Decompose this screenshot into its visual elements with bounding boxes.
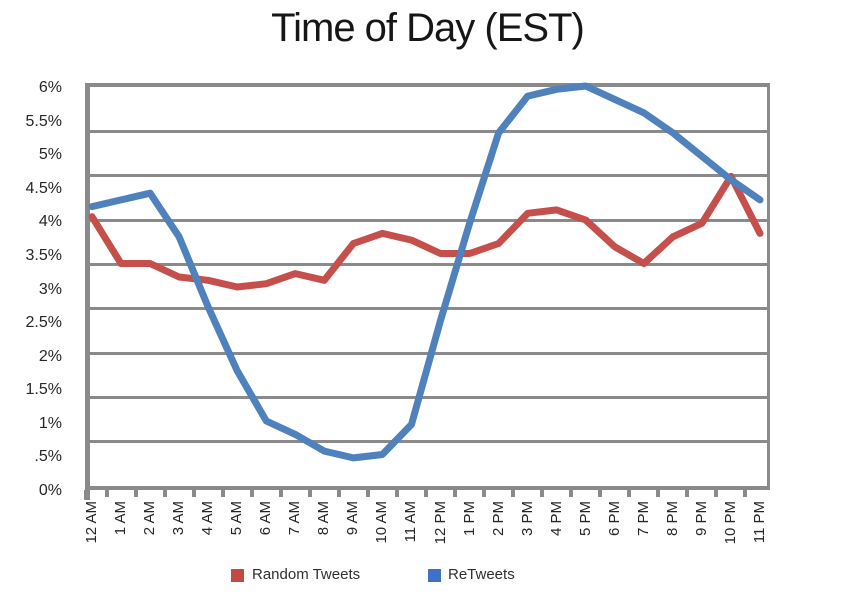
- gridline: [90, 307, 767, 311]
- y-axis-label: 6%: [38, 79, 62, 96]
- legend-label-random-tweets: Random Tweets: [252, 566, 361, 583]
- y-axis-label: .5%: [34, 448, 62, 466]
- x-axis-label: 5 AM: [228, 501, 246, 536]
- gridline: [90, 129, 767, 133]
- y-axis-label: 4.5%: [25, 179, 62, 197]
- x-axis-tick: [104, 490, 109, 497]
- series-line-retweets: [92, 86, 760, 458]
- x-axis-label: 1 AM: [112, 501, 130, 536]
- x-axis-tick: [569, 490, 574, 497]
- x-axis-label: 9 AM: [344, 501, 362, 536]
- x-axis-tick: [394, 490, 399, 497]
- x-axis-tick: [424, 490, 428, 497]
- y-axis-label: 2%: [38, 347, 62, 365]
- x-axis-tick: [307, 490, 312, 497]
- x-axis-label: 1 PM: [460, 501, 478, 537]
- legend-swatch-retweets: [428, 569, 441, 582]
- x-axis-tick: [627, 490, 632, 497]
- x-axis-tick: [336, 490, 341, 497]
- x-axis-label: 8 AM: [315, 501, 333, 536]
- series-line-random-tweets: [92, 176, 760, 287]
- x-axis-label: 6 PM: [605, 501, 623, 537]
- plot-area: [85, 83, 770, 490]
- x-axis-tick: [685, 490, 690, 497]
- y-axis-label: 0%: [38, 482, 62, 499]
- x-axis-tick: [656, 490, 661, 497]
- x-axis-tick: [249, 490, 254, 497]
- x-axis-label: 2 AM: [141, 501, 159, 536]
- x-axis-label: 3 PM: [518, 501, 536, 537]
- x-axis-label: 7 AM: [286, 501, 304, 536]
- y-axis-label: 3%: [38, 280, 62, 298]
- y-axis-label: 3.5%: [25, 246, 62, 264]
- x-axis-tick: [714, 490, 719, 497]
- x-axis-label: 11 AM: [402, 501, 420, 543]
- x-axis-label: 5 PM: [576, 501, 594, 537]
- x-axis-tick: [162, 490, 167, 497]
- y-axis-label: 1.5%: [25, 381, 62, 399]
- x-axis-tick: [220, 490, 225, 497]
- gridline: [90, 262, 767, 266]
- x-axis-tick: [743, 490, 748, 497]
- x-axis-label: 12 AM: [83, 501, 100, 544]
- x-axis-tick: [511, 490, 516, 497]
- x-axis-tick: [365, 490, 370, 497]
- x-axis-tick: [191, 490, 196, 497]
- gridline: [90, 395, 767, 399]
- x-axis-tick: [598, 490, 603, 497]
- gridline: [90, 440, 767, 444]
- x-axis-tick: [133, 490, 138, 497]
- x-axis-label: 6 AM: [257, 501, 275, 536]
- gridline: [90, 218, 767, 222]
- gridline: [90, 174, 767, 178]
- x-axis-tick: [482, 490, 487, 497]
- x-axis-label: 4 AM: [199, 501, 217, 536]
- y-axis-label: 5%: [38, 146, 62, 164]
- x-axis-label: 10 AM: [373, 501, 391, 544]
- legend-label-retweets: ReTweets: [448, 566, 515, 583]
- legend-swatch-random-tweets: [231, 569, 244, 582]
- x-axis-label: 4 PM: [547, 501, 565, 537]
- x-axis-label: 11 PM: [751, 501, 768, 544]
- x-axis-label: 8 PM: [663, 501, 681, 537]
- x-axis-tick: [540, 490, 545, 497]
- chart-title: Time of Day (EST): [271, 6, 585, 50]
- x-axis-tick: [278, 490, 283, 497]
- x-axis-label: 2 PM: [489, 501, 507, 537]
- x-axis-tick: [453, 490, 458, 497]
- x-axis-label: 7 PM: [634, 501, 652, 537]
- x-axis-label: 9 PM: [692, 501, 710, 537]
- y-axis-label: 5.5%: [25, 112, 62, 130]
- x-axis-origin-tick: [84, 490, 90, 500]
- x-axis-label: 10 PM: [721, 501, 739, 545]
- y-axis-label: 2.5%: [25, 314, 62, 332]
- data-series-layer: [90, 87, 767, 486]
- x-axis-label: 12 PM: [431, 501, 449, 545]
- x-axis-label: 3 AM: [170, 501, 188, 536]
- y-axis-label: 4%: [38, 213, 62, 231]
- y-axis-label: 1%: [38, 414, 62, 432]
